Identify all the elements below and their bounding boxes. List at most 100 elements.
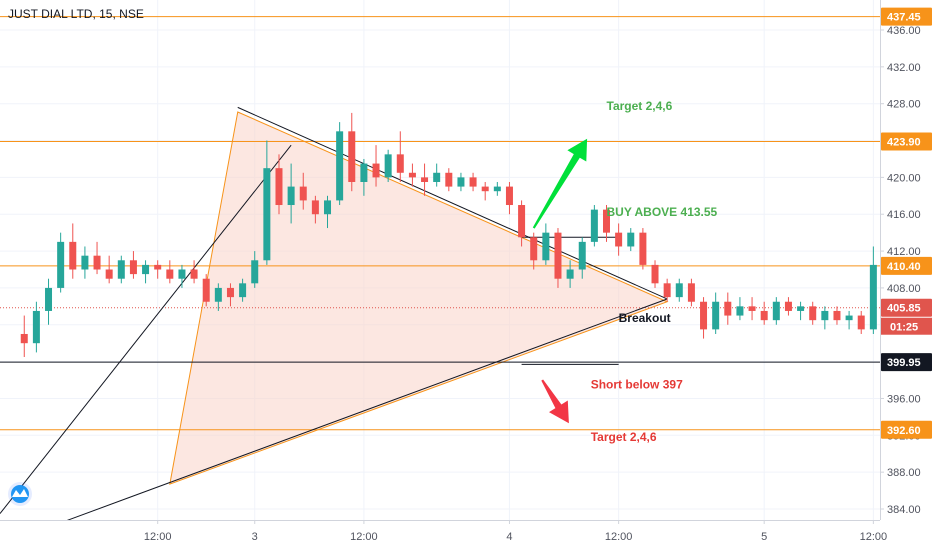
candle-body: [20, 333, 28, 344]
price-axis[interactable]: 384.00388.00392.00396.00400.00404.00408.…: [880, 0, 932, 550]
candle: [190, 260, 198, 284]
candle: [724, 292, 732, 325]
candle-body: [869, 264, 877, 330]
candle: [505, 181, 513, 215]
candle: [336, 122, 344, 206]
candle-body: [821, 310, 829, 321]
candle: [324, 195, 332, 229]
annotation-label: Breakout: [619, 311, 671, 325]
candle-body: [348, 131, 356, 182]
candle: [214, 283, 222, 311]
candle-body: [784, 301, 792, 311]
candle: [530, 232, 538, 270]
time-tick-label: 5: [761, 531, 767, 543]
candle-body: [566, 269, 574, 279]
arrows: [532, 138, 588, 424]
candle: [493, 181, 501, 196]
candle: [603, 205, 610, 242]
candle-body: [32, 310, 40, 344]
price-tick-label: 428.00: [887, 99, 921, 111]
candle-body: [518, 205, 526, 238]
candle-body: [627, 232, 635, 247]
tradingview-logo[interactable]: [8, 482, 32, 506]
level-badge: 423.90: [887, 136, 921, 148]
price-tick-label: 436.00: [887, 25, 921, 37]
level-badge-bg: [881, 7, 932, 26]
candle: [396, 131, 404, 182]
candle-body: [372, 163, 380, 178]
candle: [154, 260, 162, 279]
candle: [275, 154, 283, 215]
candle: [239, 278, 247, 302]
candle-body: [542, 232, 550, 261]
candle: [57, 232, 65, 293]
candle-body: [45, 287, 53, 311]
candle: [566, 260, 574, 288]
price-tick-label: 396.00: [887, 393, 921, 405]
candle: [445, 168, 453, 192]
trendlines: [0, 106, 668, 524]
price-axis-bg: [880, 0, 932, 550]
time-axis-bg: [0, 520, 932, 550]
trendline[interactable]: [60, 298, 668, 524]
candle-body: [239, 283, 247, 298]
candle: [748, 297, 756, 321]
level-badge-bg: [881, 132, 932, 151]
candle-body: [590, 209, 598, 242]
time-tick-label: 4: [506, 531, 512, 543]
arrow: [532, 138, 588, 229]
candle: [360, 158, 368, 196]
candle: [833, 306, 841, 325]
candle: [784, 297, 792, 316]
candle: [251, 251, 259, 288]
candle-body: [445, 172, 453, 187]
candle-body: [736, 306, 744, 316]
candle-body: [299, 186, 307, 201]
candle-body: [663, 283, 671, 298]
candle: [578, 237, 586, 279]
candle: [81, 246, 89, 279]
level-badge-bg: [881, 256, 932, 275]
candle: [772, 297, 780, 325]
countdown-bg: [881, 317, 932, 335]
candle-body: [469, 177, 477, 187]
candle-body: [481, 186, 489, 192]
price-tick-label: 420.00: [887, 172, 921, 184]
candle-body: [178, 269, 186, 279]
candle-body: [396, 154, 404, 173]
candle: [263, 140, 271, 265]
candle-body: [129, 260, 137, 275]
candle-body: [772, 301, 780, 321]
candle: [590, 205, 598, 247]
candle-body: [324, 200, 332, 215]
candle: [627, 228, 635, 252]
candle: [651, 260, 659, 288]
price-tick-label: 388.00: [887, 467, 921, 479]
price-tick-label: 416.00: [887, 209, 921, 221]
last-price-badge-bg: [881, 298, 932, 317]
candle-body: [748, 306, 756, 311]
candle: [518, 200, 526, 247]
annotation-label: Target 2,4,6: [591, 430, 657, 444]
candle-body: [712, 301, 720, 330]
candle: [105, 255, 113, 284]
candle: [845, 310, 853, 330]
candle-body: [311, 200, 319, 215]
candle-body: [554, 232, 562, 279]
candle: [166, 260, 174, 284]
candle-body: [360, 163, 368, 182]
candle-body: [408, 172, 416, 178]
trendline[interactable]: [0, 144, 292, 514]
candle: [384, 149, 392, 182]
candle: [226, 283, 234, 307]
level-badge: 399.95: [887, 357, 921, 369]
candle-body: [81, 255, 89, 270]
candle-body: [833, 310, 841, 321]
candle-body: [603, 209, 610, 233]
price-tick-label: 408.00: [887, 283, 921, 295]
trendline[interactable]: [237, 106, 668, 300]
candle-body: [457, 177, 465, 187]
candle: [712, 292, 720, 334]
